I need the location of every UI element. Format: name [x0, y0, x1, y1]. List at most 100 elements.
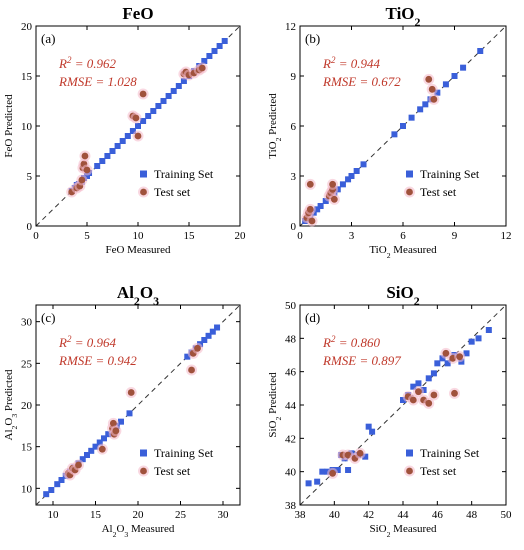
test-point	[139, 90, 147, 98]
training-point	[362, 453, 369, 460]
x-axis-label: SiO2 Measured	[369, 523, 437, 539]
training-point	[206, 53, 213, 59]
legend-box	[400, 162, 502, 204]
training-point	[400, 123, 406, 129]
chart-panel-3: Al2O3 10 15 20 25 30 10 15 20 25 30 Al2O3 Measured A…	[3, 283, 241, 539]
x-tick-label: 15	[90, 509, 102, 521]
y-tick-label: 42	[285, 433, 296, 445]
legend: Training Set Test set	[134, 162, 236, 204]
test-point	[194, 344, 201, 352]
y-tick-label: 20	[21, 400, 33, 412]
test-point	[330, 195, 338, 203]
legend-marker-training	[140, 170, 147, 178]
training-point	[430, 370, 437, 377]
legend-label: Test set	[154, 464, 191, 478]
test-point	[75, 461, 82, 469]
legend-label: Test set	[420, 464, 457, 478]
y-tick-label: 0	[291, 221, 297, 233]
training-point	[214, 324, 221, 331]
training-point	[96, 439, 103, 446]
training-point	[201, 337, 208, 343]
x-axis-label: TiO2 Measured	[369, 244, 437, 260]
training-point	[175, 83, 182, 89]
panel-label: (c)	[41, 310, 55, 325]
legend-label: Test set	[154, 185, 191, 199]
panel-label: (b)	[305, 31, 320, 46]
x-axis-label: Al2O3 Measured	[102, 523, 175, 539]
training-point	[475, 335, 482, 342]
y-tick-label: 50	[285, 300, 297, 312]
training-point	[442, 81, 449, 88]
test-point	[428, 85, 436, 93]
training-point	[160, 98, 167, 104]
test-point	[78, 176, 86, 184]
legend-marker-training	[140, 449, 147, 457]
r2-annotation: R2 = 0.944	[322, 55, 380, 71]
legend-marker-test	[406, 188, 413, 196]
x-tick-label: 48	[466, 509, 478, 521]
test-point	[306, 205, 314, 213]
legend-box	[400, 441, 502, 483]
test-point	[98, 445, 106, 453]
x-tick-label: 30	[218, 509, 230, 521]
y-axis-label: FeO Predicted	[3, 94, 15, 158]
legend: Training Set Test set	[134, 441, 236, 483]
training-point	[360, 161, 367, 168]
training-point	[129, 128, 136, 134]
training-point	[184, 353, 191, 360]
training-point	[365, 423, 372, 430]
training-point	[444, 360, 451, 367]
test-point	[425, 399, 433, 407]
training-point	[417, 106, 424, 113]
legend-label: Training Set	[420, 167, 480, 181]
training-point	[201, 58, 208, 64]
series-test	[327, 347, 466, 479]
y-tick-label: 9	[291, 71, 297, 83]
training-point	[348, 173, 355, 179]
training-point	[334, 467, 341, 473]
training-point	[150, 108, 157, 114]
training-point	[119, 138, 126, 144]
x-tick-label: 46	[432, 509, 444, 521]
series-test	[301, 73, 440, 227]
training-point	[322, 198, 329, 204]
training-point	[205, 332, 212, 339]
legend-marker-test	[140, 467, 147, 475]
x-axis-label: FeO Measured	[105, 244, 171, 256]
training-point	[391, 131, 398, 138]
y-tick-label: 25	[21, 358, 33, 370]
test-point	[109, 419, 117, 427]
x-tick-label: 20	[133, 509, 145, 521]
panel-label: (a)	[41, 31, 55, 46]
training-point	[165, 93, 172, 99]
test-point	[329, 469, 337, 477]
y-tick-label: 15	[21, 71, 33, 83]
training-point	[485, 327, 492, 333]
legend-box	[134, 441, 236, 483]
legend-marker-test	[140, 188, 147, 196]
training-point	[369, 428, 376, 435]
r2-annotation: R2 = 0.860	[322, 334, 380, 350]
legend-label: Test set	[420, 185, 457, 199]
x-tick-label: 6	[400, 230, 406, 242]
test-point	[430, 391, 438, 399]
legend-marker-training	[406, 170, 413, 178]
y-tick-label: 12	[285, 21, 296, 33]
r2-annotation: R2 = 0.962	[58, 55, 116, 71]
legend-label: Training Set	[420, 446, 480, 460]
training-point	[79, 456, 86, 463]
x-tick-label: 44	[398, 509, 410, 521]
test-point	[308, 217, 316, 225]
test-point	[415, 388, 422, 396]
training-point	[422, 101, 429, 108]
training-point	[345, 467, 352, 473]
training-point	[105, 431, 112, 438]
legend-label: Training Set	[154, 167, 214, 181]
series-test	[66, 62, 208, 198]
y-tick-label: 20	[21, 21, 33, 33]
training-point	[180, 78, 187, 84]
x-tick-label: 20	[235, 230, 247, 242]
test-point	[132, 114, 140, 122]
training-point	[58, 477, 65, 483]
training-point	[468, 338, 475, 345]
